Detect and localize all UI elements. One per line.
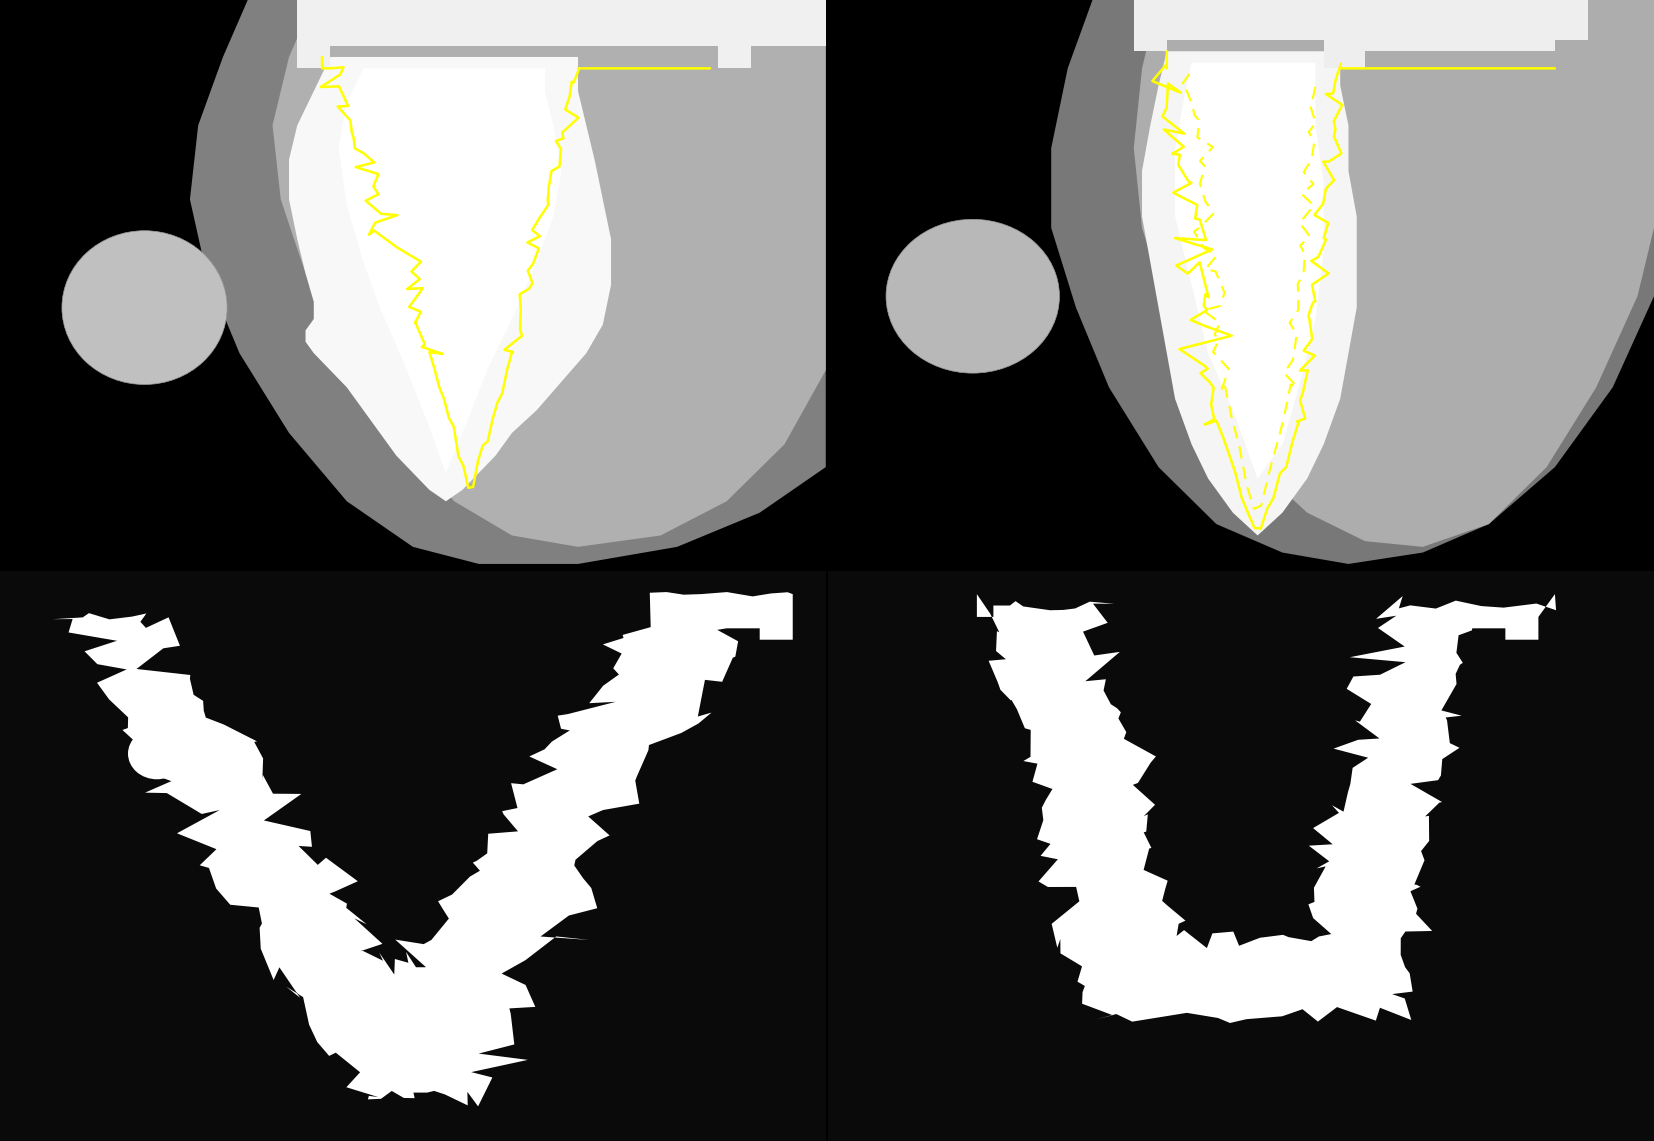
Polygon shape <box>53 592 792 1107</box>
Polygon shape <box>273 0 825 547</box>
Polygon shape <box>1174 63 1323 478</box>
Polygon shape <box>298 0 825 68</box>
Polygon shape <box>978 594 1556 1023</box>
Ellipse shape <box>61 230 227 385</box>
Polygon shape <box>339 68 561 472</box>
Polygon shape <box>1133 0 1654 547</box>
Polygon shape <box>1133 0 1588 68</box>
Polygon shape <box>1141 51 1555 535</box>
Polygon shape <box>1052 0 1654 564</box>
Polygon shape <box>289 57 710 501</box>
Polygon shape <box>190 0 825 564</box>
Ellipse shape <box>127 728 185 779</box>
Ellipse shape <box>887 219 1060 373</box>
